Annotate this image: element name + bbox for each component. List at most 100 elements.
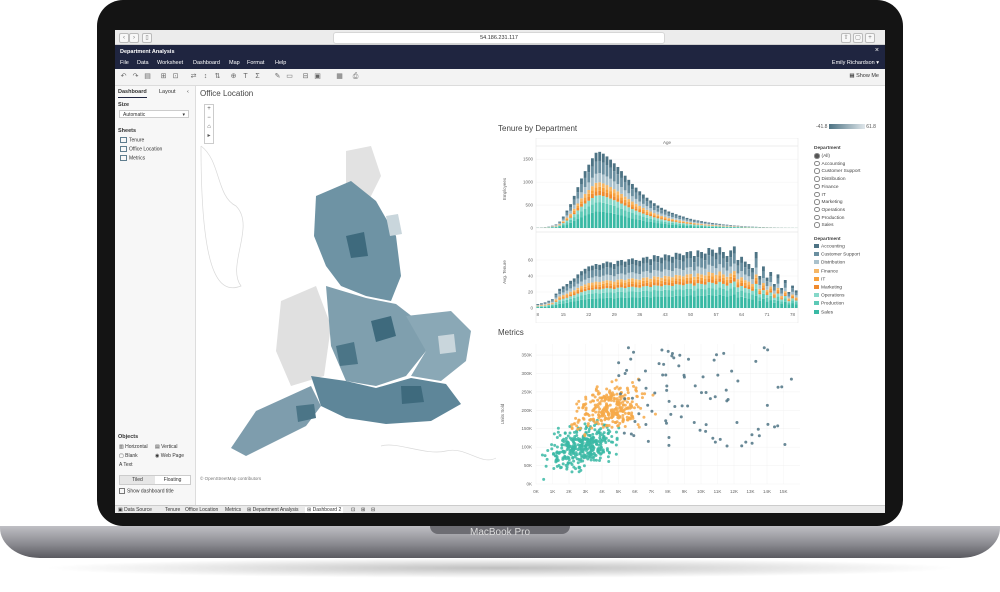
collapse-panel-icon[interactable]: ‹ (187, 89, 189, 95)
object-vertical[interactable]: ▤ Vertical (155, 444, 178, 450)
redo-icon[interactable]: ↷ (132, 73, 139, 80)
sort-desc-icon[interactable]: ⇅ (214, 73, 221, 80)
tabs-icon[interactable]: ▢ (853, 33, 863, 43)
color-legend-item[interactable]: IT (814, 276, 825, 282)
scatter-point (575, 402, 579, 406)
tab-department-analysis[interactable]: ⊞ Department Analysis (247, 507, 298, 513)
zoom-out-icon[interactable]: − (207, 115, 211, 121)
forward-icon[interactable]: › (129, 33, 139, 43)
label-icon[interactable]: T (243, 73, 248, 80)
sum-icon[interactable]: Σ (255, 73, 260, 80)
filter-option[interactable]: Finance (814, 183, 839, 190)
tab-tenure[interactable]: Tenure (165, 507, 181, 513)
uk-map[interactable]: © OpenStreetMap contributors (196, 86, 496, 505)
filter-option[interactable]: Sales (814, 222, 834, 228)
bar-segment (565, 219, 569, 221)
undo-icon[interactable]: ↶ (120, 73, 127, 80)
menu-file[interactable]: File (120, 60, 129, 66)
group-icon[interactable]: ⊕ (230, 73, 237, 80)
bar-segment (743, 282, 747, 286)
filter-option[interactable]: Production (814, 214, 844, 221)
user-menu[interactable]: Emily Richardson ▾ (831, 60, 879, 66)
new-dashboard-icon[interactable]: ⊞ (361, 507, 366, 513)
menu-worksheet[interactable]: Worksheet (157, 60, 184, 66)
filter-option[interactable]: Distribution (814, 176, 846, 182)
bar-segment (660, 280, 663, 284)
tab-dashboard[interactable]: Dashboard (118, 87, 147, 98)
color-legend-item[interactable]: Production (814, 301, 844, 307)
menu-format[interactable]: Format (247, 60, 265, 66)
sidebar-icon[interactable]: ▯ (142, 33, 152, 43)
sort-asc-icon[interactable]: ↕ (203, 73, 208, 80)
bar-segment (620, 287, 623, 292)
filter-option[interactable]: (All) (814, 153, 830, 159)
menu-data[interactable]: Data (137, 60, 149, 66)
save-icon[interactable]: ▤ (144, 73, 151, 80)
object-web-page[interactable]: ◉ Web Page (155, 453, 184, 459)
filter-option[interactable]: Customer Support (814, 168, 860, 174)
show-title-checkbox[interactable]: Show dashboard title (119, 488, 174, 494)
new-data-source-icon[interactable]: ⊞ (160, 73, 167, 80)
tooltip-icon[interactable]: ▣ (314, 73, 321, 80)
bar-segment (703, 268, 707, 276)
highlight-icon[interactable]: ✎ (274, 73, 281, 80)
filter-option[interactable]: Operations (814, 206, 845, 213)
filter-option[interactable]: Marketing (814, 199, 843, 205)
new-story-icon[interactable]: ⊟ (371, 507, 376, 513)
tab-layout[interactable]: Layout (159, 89, 176, 95)
color-legend-item[interactable]: Sales (814, 309, 833, 315)
close-icon[interactable]: × (874, 47, 879, 54)
tiled-button[interactable]: Tiled (120, 476, 155, 484)
presentation-icon[interactable]: ▦ (336, 73, 343, 80)
fit-icon[interactable]: ▭ (286, 73, 293, 80)
filter-option[interactable]: Accounting (814, 160, 845, 167)
object-text[interactable]: A Text (119, 462, 133, 468)
bar-segment (667, 216, 671, 219)
new-tab-icon[interactable]: + (865, 33, 875, 43)
menu-help[interactable]: Help (275, 60, 287, 66)
color-legend-item[interactable]: Finance (814, 268, 838, 274)
sheet-item-metrics[interactable]: Metrics (120, 155, 145, 161)
bar-segment (754, 280, 758, 284)
share-workbook-icon[interactable]: ⎙ (352, 73, 359, 80)
laptop-base (0, 526, 1000, 558)
bar-segment (794, 300, 798, 303)
scatter-point (665, 388, 669, 392)
color-legend-item[interactable]: Accounting (814, 244, 845, 249)
tab-metrics[interactable]: Metrics (225, 507, 242, 513)
object-horizontal[interactable]: ▥ Horizontal (119, 444, 148, 450)
scatter-point (693, 384, 697, 388)
swap-icon[interactable]: ⇄ (190, 73, 197, 80)
home-icon[interactable]: ⌂ (207, 124, 211, 130)
back-icon[interactable]: ‹ (119, 33, 129, 43)
menu-dashboard[interactable]: Dashboard (193, 60, 220, 66)
color-legend-item[interactable]: Operations (814, 293, 844, 298)
bar-segment (569, 302, 572, 308)
bar-segment (641, 198, 645, 204)
pan-icon[interactable]: ▸ (207, 133, 211, 139)
color-legend-item[interactable]: Distribution (814, 260, 845, 266)
object-blank[interactable]: ▢ Blank (119, 453, 138, 459)
filter-option[interactable]: IT (814, 191, 826, 198)
new-worksheet-icon[interactable]: ⊡ (351, 507, 356, 513)
color-legend-item[interactable]: Marketing (814, 285, 842, 290)
share-icon[interactable]: ⇧ (841, 33, 851, 43)
url-bar[interactable]: 54.186.231.117 (333, 32, 665, 44)
size-dropdown[interactable]: Automatic ▾ (119, 110, 189, 118)
zoom-in-icon[interactable]: + (207, 106, 211, 112)
tab-office-location[interactable]: Office Location (185, 507, 219, 513)
tab-data-source[interactable]: ▣ Data Source (118, 507, 152, 513)
show-me-button[interactable]: ▦ Show Me (849, 73, 879, 79)
sheet-item-office-location[interactable]: Office Location (120, 146, 162, 152)
scatter-point (701, 375, 705, 379)
floating-button[interactable]: Floating (163, 477, 182, 483)
menu-map[interactable]: Map (229, 60, 240, 66)
tab-dashboard-2[interactable]: ⊞ Dashboard 2 (305, 507, 344, 513)
fix-axes-icon[interactable]: ⊟ (302, 73, 309, 80)
sheet-item-tenure[interactable]: Tenure (120, 137, 144, 143)
bar-segment (649, 208, 653, 212)
new-sheet-icon[interactable]: ⊡ (172, 73, 179, 80)
color-legend-item[interactable]: Customer Support (814, 252, 860, 257)
